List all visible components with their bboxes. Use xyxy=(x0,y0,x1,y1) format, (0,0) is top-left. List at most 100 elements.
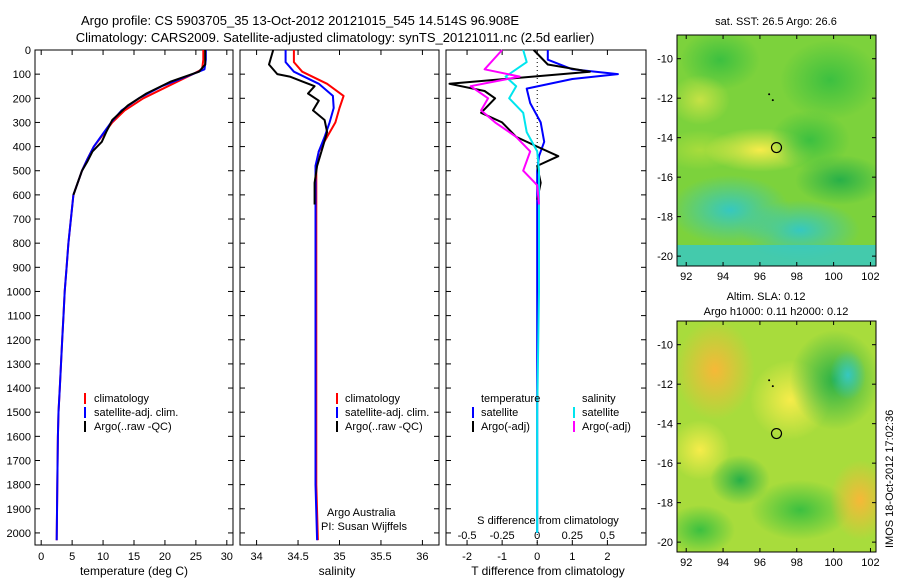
x-tick-label: 25 xyxy=(190,551,202,563)
salinity-xlabel: salinity xyxy=(319,564,356,578)
sla-map-title: Altim. SLA: 0.12 xyxy=(727,291,806,303)
y-tick-label: 1300 xyxy=(7,359,31,371)
y-tick-label: 1200 xyxy=(7,335,31,347)
y-tick-label: -10 xyxy=(657,340,673,352)
s-tick-label: 0 xyxy=(534,530,540,542)
y-tick-label: -18 xyxy=(657,212,673,224)
x-tick-label: 36 xyxy=(416,551,428,563)
y-tick-label: 1700 xyxy=(7,455,31,467)
x-tick-label: 35.5 xyxy=(370,551,391,563)
y-tick-label: 900 xyxy=(13,262,31,274)
s-tick-label: -0.5 xyxy=(458,530,477,542)
sla-map-subtitle: Argo h1000: 0.11 h2000: 0.12 xyxy=(704,306,849,318)
y-tick-label: 1100 xyxy=(7,311,31,323)
x-tick-label: 15 xyxy=(128,551,140,563)
x-tick-label: 102 xyxy=(861,557,879,569)
x-tick-label: 0 xyxy=(38,551,44,563)
y-tick-label: -12 xyxy=(657,93,673,105)
temperature-legend: climatology satellite-adj. clim. Argo(..… xyxy=(84,393,178,433)
legend-label-climatology: climatology xyxy=(345,393,401,405)
y-tick-label: -14 xyxy=(657,133,673,145)
y-tick-label: 1500 xyxy=(7,407,31,419)
x-tick-label: 1 xyxy=(569,551,575,563)
x-tick-label: 35 xyxy=(333,551,345,563)
difference-axes-box xyxy=(445,49,647,546)
y-tick-label: -18 xyxy=(657,498,673,510)
y-tick-label: 1900 xyxy=(7,504,31,516)
x-tick-label: 102 xyxy=(861,271,879,283)
x-tick-label: 34 xyxy=(250,551,262,563)
x-tick-label: 10 xyxy=(97,551,109,563)
temperature-xlabel: temperature (deg C) xyxy=(80,564,188,578)
y-tick-label: 600 xyxy=(13,190,31,202)
legend-label-satellite-adj: satellite-adj. clim. xyxy=(345,407,429,419)
legend-label-climatology: climatology xyxy=(94,393,150,405)
x-tick-label: 30 xyxy=(221,551,233,563)
series-line-satellite xyxy=(504,49,540,533)
y-tick-label: 1400 xyxy=(7,383,31,395)
x-tick-label: 34.5 xyxy=(287,551,308,563)
legend-title-temperature: temperature xyxy=(481,393,540,405)
sla-map-panel: Altim. SLA: 0.12 Argo h1000: 0.11 h2000:… xyxy=(657,291,880,569)
series-line-satellite xyxy=(525,50,619,533)
t-difference-xlabel: T difference from climatology xyxy=(471,564,625,578)
x-tick-label: 96 xyxy=(754,557,766,569)
x-tick-label: 94 xyxy=(717,557,729,569)
series-line-climatology xyxy=(55,50,205,541)
y-tick-label: -12 xyxy=(657,379,673,391)
legend-label-s-satellite: satellite xyxy=(582,407,619,419)
legend-label-argo: Argo(..raw -QC) xyxy=(345,421,423,433)
legend-label-t-argo: Argo(-adj) xyxy=(481,421,530,433)
s-tick-label: -0.25 xyxy=(490,530,515,542)
argo-track-point xyxy=(768,93,771,96)
series-line-climatology xyxy=(292,50,345,541)
y-tick-label: -14 xyxy=(657,419,673,431)
y-tick-label: -20 xyxy=(657,251,673,263)
x-tick-label: -1 xyxy=(497,551,507,563)
series-line-argo-raw-qc- xyxy=(72,50,207,196)
argo-position-marker xyxy=(770,141,783,154)
argo-track-point xyxy=(768,379,771,382)
imos-credit: IMOS 18-Oct-2012 17:02:36 xyxy=(884,410,896,548)
x-tick-label: 0 xyxy=(534,551,540,563)
s-difference-label: S difference from climatology xyxy=(477,515,619,527)
x-tick-label: 5 xyxy=(69,551,75,563)
y-tick-label: 1600 xyxy=(7,431,31,443)
sla-field xyxy=(677,321,876,552)
y-tick-label: 2000 xyxy=(7,528,31,540)
annotation-argo-australia: Argo Australia xyxy=(327,507,396,519)
series-line-satellite-adj-clim- xyxy=(284,50,335,541)
series-line-satellite-adj-clim- xyxy=(55,50,207,541)
y-tick-label: -10 xyxy=(657,54,673,66)
y-tick-label: 800 xyxy=(13,238,31,250)
y-tick-label: 300 xyxy=(13,117,31,129)
argo-track-point xyxy=(771,99,774,102)
temperature-panel: 0100200300400500600700800900100011001200… xyxy=(7,45,234,578)
sst-map-title: sat. SST: 26.5 Argo: 26.6 xyxy=(715,16,837,28)
legend-label-s-argo: Argo(-adj) xyxy=(582,421,631,433)
x-tick-label: -2 xyxy=(462,551,472,563)
difference-legend: temperature salinity satellite Argo(-adj… xyxy=(472,393,631,433)
x-tick-label: 92 xyxy=(680,271,692,283)
y-tick-label: 0 xyxy=(25,45,31,57)
y-tick-label: -16 xyxy=(657,172,673,184)
sst-map-frame xyxy=(676,34,877,267)
salinity-panel: 34 34.5 35 35.5 36 climatology satellite-adj… xyxy=(239,49,440,578)
argo-track-point xyxy=(771,385,774,388)
y-tick-label: 1000 xyxy=(7,286,31,298)
series-line-argo-adj- xyxy=(448,49,591,200)
y-tick-label: 700 xyxy=(13,214,31,226)
y-tick-label: -20 xyxy=(657,537,673,549)
legend-title-salinity: salinity xyxy=(582,393,616,405)
salinity-axes-box xyxy=(239,49,440,546)
x-tick-label: 100 xyxy=(824,557,842,569)
s-tick-label: 0.5 xyxy=(600,530,615,542)
legend-label-argo: Argo(..raw -QC) xyxy=(94,421,172,433)
x-tick-label: 98 xyxy=(791,557,803,569)
s-tick-label: 0.25 xyxy=(562,530,583,542)
y-tick-label: 100 xyxy=(13,69,31,81)
series-line-argo-raw-qc- xyxy=(268,49,329,205)
x-tick-label: 92 xyxy=(680,557,692,569)
series-line-argo-adj- xyxy=(469,49,540,205)
